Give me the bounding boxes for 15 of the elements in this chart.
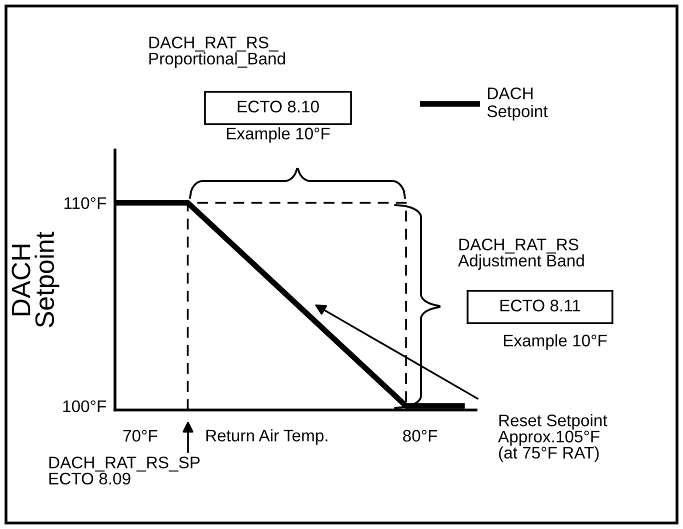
x-tick-label: 70°F bbox=[123, 430, 158, 442]
text: Example 10°F bbox=[226, 127, 330, 143]
x-axis-title: Return Air Temp. bbox=[206, 429, 328, 445]
y-tick-label: 110°F bbox=[64, 197, 106, 210]
text: Example 10°F bbox=[504, 334, 607, 350]
text: ECTO 8.10 bbox=[238, 100, 319, 112]
y-axis-title: DACH Setpoint bbox=[12, 232, 60, 328]
x-tick-label: 80°F bbox=[403, 430, 438, 442]
text: DACH_RAT_RS_ Proportional_Band bbox=[149, 36, 285, 68]
annotation: DACH_RAT_RS Adjustment Band bbox=[458, 238, 584, 270]
y-tick-label: 100°F bbox=[63, 400, 106, 412]
legend-label: DACH Setpoint bbox=[487, 87, 548, 120]
text: DACH_RAT_RS_SP ECTO 8.09 bbox=[49, 456, 200, 485]
text: ECTO 8.11 bbox=[500, 300, 580, 312]
text: Reset Setpoint Approx.105°F (at 75°F RAT) bbox=[498, 414, 608, 462]
